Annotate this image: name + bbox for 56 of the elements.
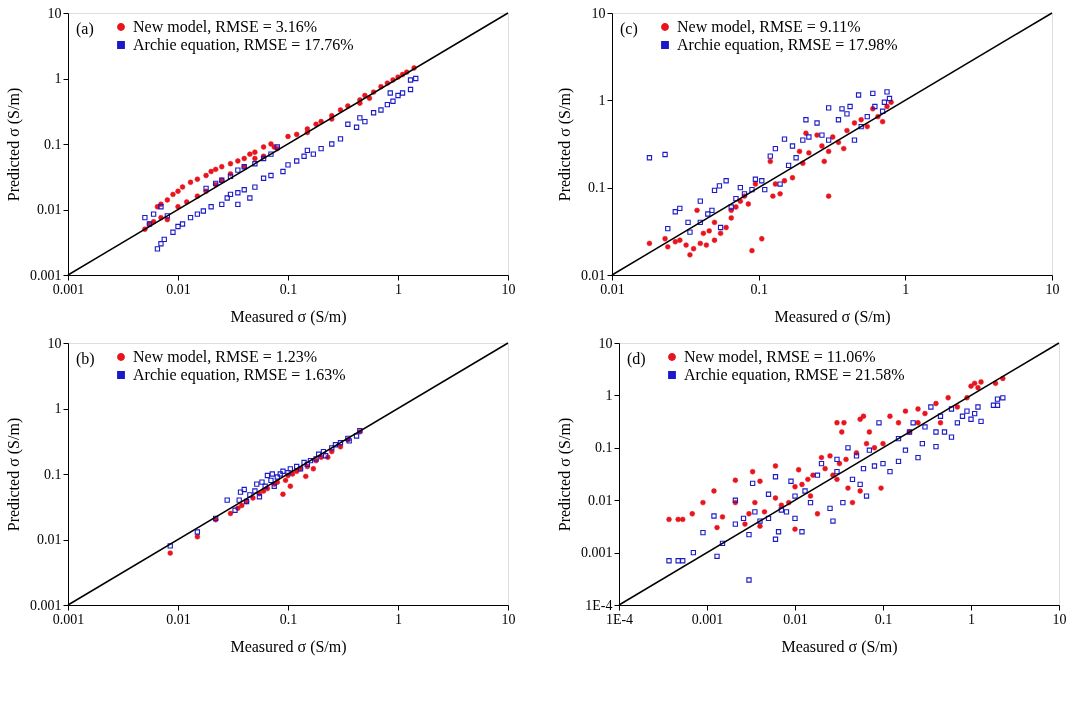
x-tick-label: 0.1 <box>750 281 768 297</box>
y-tick-label: 1 <box>605 387 613 403</box>
x-tick-label: 0.01 <box>166 281 191 297</box>
x-tick-label: 10 <box>1045 281 1060 297</box>
x-tick-label: 1 <box>902 281 910 297</box>
x-tick-label: 0.01 <box>166 611 191 627</box>
x-tick-label: 0.01 <box>783 611 808 627</box>
y-tick-label: 1 <box>598 92 606 108</box>
y-tick-label: 1E-4 <box>585 597 613 613</box>
x-tick-label: 10 <box>501 611 516 627</box>
annotation: (a) <box>76 20 94 38</box>
x-tick-label: 0.001 <box>691 611 724 627</box>
x-tick-label: 0.1 <box>279 611 298 627</box>
x-tick-label: 1 <box>968 611 975 627</box>
y-tick-label: 10 <box>591 5 606 21</box>
y-axis-title: Predicted σ (S/m) <box>5 87 23 202</box>
annotation: (c) <box>620 20 638 38</box>
legend-label: New model, RMSE = 11.06% <box>684 348 876 365</box>
y-tick-label: 0.01 <box>588 492 613 508</box>
y-tick-label: 0.1 <box>588 180 606 196</box>
y-tick-label: 10 <box>47 5 62 21</box>
x-axis-title: Measured σ (S/m) <box>230 637 347 656</box>
x-axis-title: Measured σ (S/m) <box>774 307 891 326</box>
legend-label: New model, RMSE = 3.16% <box>133 18 318 35</box>
y-axis-title: Predicted σ (S/m) <box>5 417 23 532</box>
x-tick-label: 10 <box>1052 611 1067 627</box>
x-axis-title: Measured σ (S/m) <box>230 307 347 326</box>
y-tick-label: 0.001 <box>30 267 62 283</box>
y-tick-label: 1 <box>54 71 62 86</box>
y-tick-label: 0.1 <box>44 136 62 152</box>
y-tick-label: 0.1 <box>44 466 62 482</box>
y-tick-label: 0.001 <box>581 545 613 561</box>
annotation: (b) <box>76 350 95 368</box>
y-tick-label: 10 <box>47 335 62 351</box>
y-tick-label: 0.001 <box>30 597 62 613</box>
legend-label: Archie equation, RMSE = 21.58% <box>684 366 905 384</box>
y-tick-label: 1 <box>54 401 62 416</box>
x-tick-label: 0.1 <box>874 611 893 627</box>
legend-label: New model, RMSE = 1.23% <box>133 348 318 365</box>
legend-label: New model, RMSE = 9.11% <box>677 18 861 35</box>
y-axis-title: Predicted σ (S/m) <box>556 417 574 532</box>
x-tick-label: 0.1 <box>279 281 298 297</box>
x-tick-label: 10 <box>501 281 516 297</box>
annotation: (d) <box>627 350 646 368</box>
x-tick-label: 1 <box>395 281 402 297</box>
legend-label: Archie equation, RMSE = 17.98% <box>677 36 898 54</box>
x-axis-title: Measured σ (S/m) <box>781 637 898 656</box>
x-tick-label: 1 <box>395 611 402 627</box>
y-tick-label: 0.01 <box>37 202 62 217</box>
y-axis-title: Predicted σ (S/m) <box>556 87 574 202</box>
y-tick-label: 10 <box>598 335 613 351</box>
y-tick-label: 0.01 <box>37 532 62 547</box>
y-tick-label: 0.01 <box>581 267 606 283</box>
y-tick-label: 0.1 <box>595 440 613 456</box>
legend-label: Archie equation, RMSE = 1.63% <box>133 366 346 384</box>
legend-label: Archie equation, RMSE = 17.76% <box>133 36 354 54</box>
